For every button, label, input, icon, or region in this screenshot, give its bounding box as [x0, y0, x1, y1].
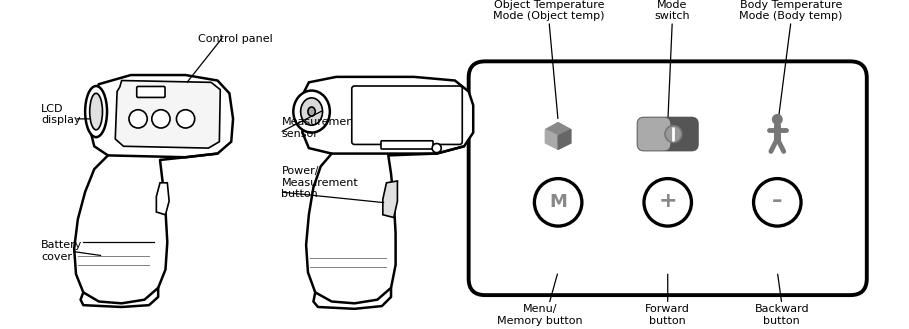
- Text: Power/
Measurement
button: Power/ Measurement button: [282, 166, 358, 199]
- Text: Backward
button: Backward button: [754, 304, 809, 326]
- Text: Body Temperature
Mode (Body temp): Body Temperature Mode (Body temp): [739, 0, 843, 21]
- Ellipse shape: [85, 86, 107, 137]
- Polygon shape: [558, 130, 571, 149]
- FancyBboxPatch shape: [636, 117, 699, 151]
- Text: Forward
button: Forward button: [645, 304, 690, 326]
- Polygon shape: [90, 75, 233, 157]
- Circle shape: [152, 110, 170, 128]
- Text: M: M: [549, 193, 567, 211]
- Text: LCD
display: LCD display: [41, 104, 81, 125]
- Text: +: +: [658, 191, 677, 212]
- Circle shape: [176, 110, 195, 128]
- Ellipse shape: [308, 107, 315, 116]
- Polygon shape: [115, 81, 220, 148]
- Text: Object Temperature
Mode (Object temp): Object Temperature Mode (Object temp): [494, 0, 604, 21]
- Text: –: –: [772, 190, 783, 211]
- Ellipse shape: [301, 98, 323, 125]
- Circle shape: [772, 114, 783, 125]
- Text: Battery
cover: Battery cover: [41, 240, 83, 262]
- Circle shape: [129, 110, 147, 128]
- FancyBboxPatch shape: [136, 87, 165, 97]
- Circle shape: [665, 126, 682, 142]
- Circle shape: [432, 143, 441, 153]
- Ellipse shape: [90, 93, 103, 130]
- FancyBboxPatch shape: [469, 61, 867, 295]
- Circle shape: [644, 179, 692, 226]
- FancyBboxPatch shape: [637, 117, 670, 150]
- Text: Measurement
sensor: Measurement sensor: [282, 117, 358, 139]
- Text: Control panel: Control panel: [198, 34, 274, 44]
- Polygon shape: [383, 181, 397, 217]
- FancyBboxPatch shape: [352, 86, 463, 144]
- Text: Mode
switch: Mode switch: [654, 0, 690, 21]
- Circle shape: [754, 179, 801, 226]
- Circle shape: [534, 179, 582, 226]
- Polygon shape: [545, 122, 571, 136]
- Ellipse shape: [294, 90, 330, 133]
- Polygon shape: [545, 130, 558, 149]
- FancyBboxPatch shape: [381, 141, 433, 149]
- Polygon shape: [156, 183, 169, 215]
- Text: Menu/
Memory button: Menu/ Memory button: [497, 304, 583, 326]
- Polygon shape: [303, 77, 474, 154]
